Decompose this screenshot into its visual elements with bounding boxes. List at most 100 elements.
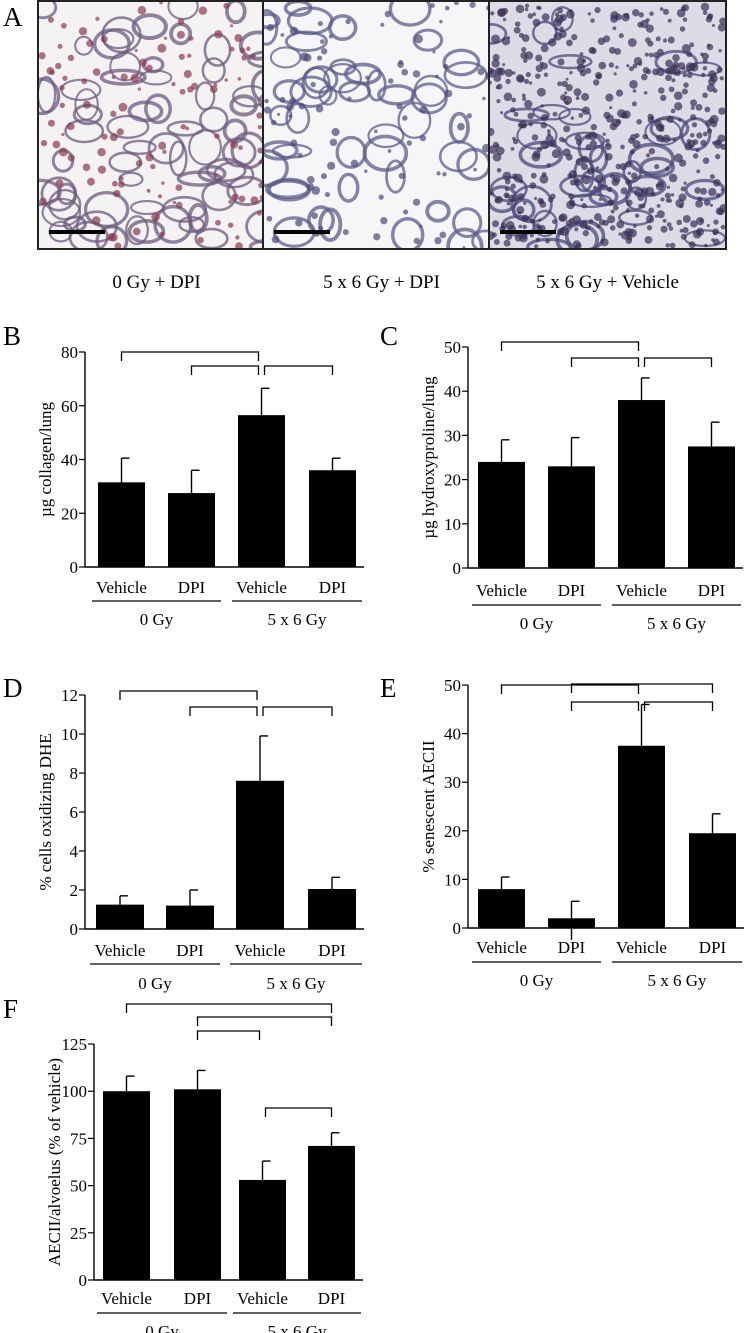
category-label: DPI — [699, 938, 727, 957]
y-axis-label: µg hydroxyproline/lung — [419, 376, 438, 539]
y-tick-label: 10 — [444, 515, 461, 534]
category-label: Vehicle — [96, 578, 147, 597]
group-label: 5 x 6 Gy — [647, 614, 707, 633]
chart-senescent: 0 10 20 30 40 50 % senescent AECII Vehicle DPI Ve… — [419, 676, 744, 990]
significance-bracket — [196, 1030, 261, 1040]
micrograph-0gy-dpi — [37, 0, 276, 250]
bar — [548, 466, 595, 568]
chart-dhe: 0 2 4 6 8 10 12 % cells oxidizing DHE Vehicle DPI… — [36, 686, 364, 993]
bar — [174, 1089, 221, 1280]
significance-bracket — [119, 690, 258, 700]
significance-bracket — [570, 683, 714, 693]
micrograph-5x6gy-dpi — [262, 0, 501, 250]
group-label: 5 x 6 Gy — [266, 974, 326, 993]
y-tick-label: 50 — [444, 676, 461, 695]
category-label: Vehicle — [476, 938, 527, 957]
bar — [618, 400, 665, 568]
bar — [548, 918, 595, 928]
y-tick-label: 20 — [444, 822, 461, 841]
category-label: DPI — [558, 581, 586, 600]
y-tick-label: 50 — [70, 1177, 87, 1196]
micrograph-5x6gy-vehicle — [488, 0, 727, 250]
category-label: Vehicle — [616, 938, 667, 957]
significance-bracket — [120, 351, 260, 361]
panel-label-c: C — [380, 321, 399, 351]
y-axis-label: % cells oxidizing DHE — [36, 733, 55, 890]
category-label: DPI — [319, 578, 347, 597]
y-tick-label: 30 — [444, 773, 461, 792]
y-tick-label: 10 — [61, 725, 78, 744]
y-tick-label: 4 — [70, 842, 79, 861]
chart-hydroxyproline: 0 10 20 30 40 50 µg hydroxyproline/lung Vehicle… — [419, 338, 743, 633]
y-tick-label: 2 — [70, 881, 79, 900]
y-tick-label: 0 — [70, 558, 79, 577]
panel-label-a: A — [3, 2, 23, 32]
micrograph-caption: 5 x 6 Gy + DPI — [323, 272, 440, 293]
category-label: Vehicle — [101, 1289, 152, 1308]
bar — [239, 1179, 286, 1280]
bar — [238, 415, 285, 567]
group-label: 0 Gy — [145, 1322, 179, 1333]
bar — [478, 461, 525, 568]
category-label: Vehicle — [237, 1289, 288, 1308]
significance-bracket — [500, 684, 640, 694]
bar — [618, 745, 665, 928]
y-tick-label: 8 — [70, 764, 79, 783]
category-label: DPI — [176, 941, 204, 960]
y-tick-label: 125 — [62, 1035, 88, 1054]
panel-label-b: B — [3, 321, 22, 351]
bar — [309, 470, 356, 567]
significance-bracket — [264, 1107, 333, 1117]
y-tick-label: 20 — [444, 471, 461, 490]
y-tick-label: 30 — [444, 426, 461, 445]
bar — [478, 889, 525, 928]
significance-bracket — [643, 357, 713, 367]
panel-label-e: E — [380, 673, 397, 703]
y-tick-label: 75 — [70, 1129, 87, 1148]
bar — [98, 482, 145, 567]
significance-bracket — [263, 365, 334, 375]
significance-bracket — [190, 365, 260, 375]
panel-label-d: D — [3, 673, 23, 703]
chart-collagen: 0 20 40 60 80 µg collagen/lung Vehicle DPI Vehic… — [36, 343, 364, 629]
category-label: DPI — [318, 941, 346, 960]
category-label: Vehicle — [616, 581, 667, 600]
category-label: Vehicle — [95, 941, 146, 960]
y-axis-label: % senescent AECII — [419, 740, 438, 873]
y-tick-label: 40 — [61, 451, 78, 470]
category-label: DPI — [698, 581, 726, 600]
bar — [308, 889, 356, 929]
y-tick-label: 50 — [444, 338, 461, 357]
group-label: 5 x 6 Gy — [267, 610, 327, 629]
bar — [103, 1091, 150, 1280]
y-tick-label: 20 — [61, 504, 78, 523]
category-label: Vehicle — [235, 941, 286, 960]
group-label: 0 Gy — [520, 614, 554, 633]
y-tick-label: 0 — [70, 920, 79, 939]
y-axis-label: µg collagen/lung — [36, 401, 55, 517]
group-label: 0 Gy — [140, 610, 174, 629]
bar — [689, 833, 736, 928]
significance-bracket — [189, 706, 258, 716]
y-tick-label: 60 — [61, 397, 78, 416]
category-label: DPI — [184, 1289, 212, 1308]
bar — [688, 446, 735, 568]
y-tick-label: 100 — [62, 1082, 88, 1101]
bar — [166, 905, 214, 929]
group-label: 0 Gy — [520, 971, 554, 990]
y-tick-label: 12 — [61, 686, 78, 705]
category-label: DPI — [318, 1289, 346, 1308]
significance-bracket — [643, 701, 714, 711]
group-label: 0 Gy — [138, 974, 172, 993]
y-tick-label: 0 — [453, 559, 462, 578]
significance-bracket — [125, 1003, 333, 1013]
chart-aecii: 0 25 50 75 100 125 AECII/alvoelus (% of vehicl… — [45, 1003, 363, 1333]
y-tick-label: 10 — [444, 870, 461, 889]
significance-bracket — [196, 1016, 333, 1026]
category-label: Vehicle — [476, 581, 527, 600]
significance-bracket — [570, 701, 640, 711]
y-tick-label: 0 — [453, 919, 462, 938]
y-tick-label: 80 — [61, 343, 78, 362]
category-label: DPI — [558, 938, 586, 957]
significance-bracket — [570, 357, 640, 367]
